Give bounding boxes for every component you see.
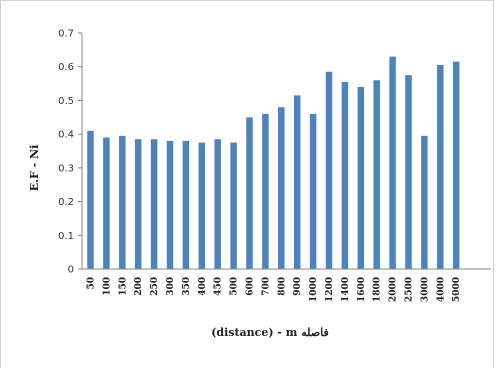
bar [214,139,221,269]
bar [341,81,349,269]
x-tick-label: 1800 [373,277,383,302]
x-tick-label: 450 [214,277,224,296]
bar [325,71,333,270]
bar [198,142,206,269]
bar [405,75,412,270]
x-tick-label: 200 [134,277,144,296]
y-tick-label: 0.2 [58,197,74,208]
bar [452,61,460,270]
x-tick-label: 1600 [357,277,367,302]
x-axis-title: (distance) - m فاصله [211,326,329,339]
bar [182,140,190,269]
x-tick-label: 150 [118,277,128,296]
x-tick-label: 900 [293,277,303,296]
bar [437,65,444,270]
x-tick-label: 700 [261,277,271,296]
x-tick-label: 2000 [389,277,399,302]
x-tick-label: 250 [150,277,160,296]
x-tick-label: 1200 [325,277,335,302]
bar [373,80,380,269]
bar [309,113,317,270]
x-tick-label: 800 [277,277,287,296]
x-tick-label: 2500 [405,277,415,302]
x-tick-label: 50 [87,277,97,290]
x-axis: 50 100 150 200 250 300 350 400 450 500 600 700 800 90… [82,268,491,302]
bars [87,56,460,270]
x-tick-label: 100 [102,277,112,296]
bar [293,95,301,269]
bar [389,56,396,269]
y-axis: 0 0.1 0.2 0.3 0.4 0.5 0.6 0.7 [58,29,83,276]
bar [262,113,269,270]
bar [357,86,365,269]
y-tick-label: 0.5 [58,96,74,107]
bar [230,142,237,269]
bar [103,137,110,269]
y-tick-label: 0.6 [58,62,74,73]
bar [150,139,158,269]
bar [278,107,285,270]
x-tick-label: 3000 [420,277,430,302]
bar [421,135,428,269]
y-tick-label: 0.3 [58,163,74,174]
bar [166,140,174,269]
bar [87,130,94,269]
bar [119,135,126,269]
bar [134,139,142,269]
y-tick-label: 0.7 [58,29,74,40]
x-tick-label: 350 [182,277,192,296]
bar [246,117,253,270]
x-tick-label: 5000 [452,277,462,302]
x-tick-label: 1400 [341,277,351,302]
x-tick-label: 1000 [309,277,319,302]
x-tick-label: 300 [166,277,176,296]
x-tick-label: 400 [198,277,208,296]
y-tick-label: 0 [68,265,74,276]
y-tick-label: 0.1 [58,231,74,242]
x-tick-label: 500 [230,277,240,296]
x-tick-label: 600 [246,277,256,296]
y-axis-title: E.F - Ni [28,145,41,191]
y-tick-label: 0.4 [58,130,74,141]
x-tick-label: 4000 [436,277,446,302]
